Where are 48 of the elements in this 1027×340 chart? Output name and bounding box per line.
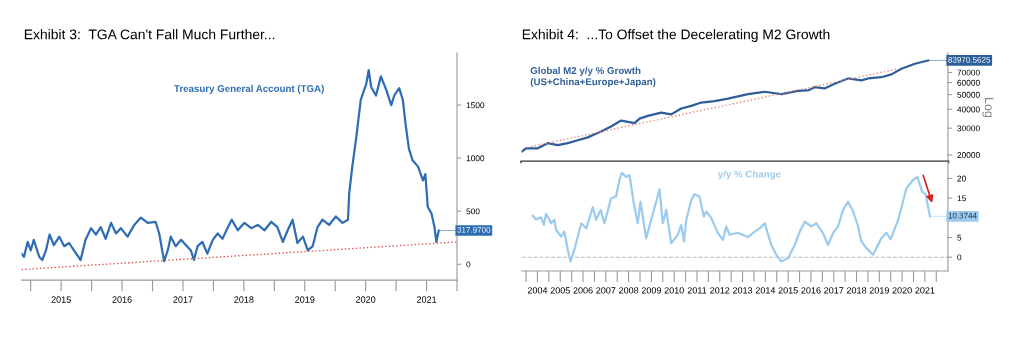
annotation: 317.9700 [457,226,491,233]
x-tick-label: 2010 [664,287,684,294]
annotation: 10.3744 [948,212,977,219]
x-tick-label: 2015 [778,287,798,294]
x-tick-label: 2014 [755,287,776,294]
y-tick-label: 50000 [957,91,980,98]
x-tick-label: 2021 [915,287,935,294]
x-tick-label: 2013 [732,287,753,294]
y-tick-label: 0 [466,261,471,268]
y-tick-label: 500 [466,208,480,215]
y-tick-label: 1000 [466,155,485,162]
chart-title: Exhibit 3: TGA Can't Fall Much Further... [24,29,275,40]
chart-title: Exhibit 4: ...To Offset the Decelerating M2 Growth [522,29,830,43]
y-tick-label: 15 [957,195,966,202]
x-tick-label: 2004 [527,287,548,294]
annotation: Treasury General Account (TGA) [174,84,324,94]
x-tick-label: 2007 [596,287,616,294]
x-tick-label: 2016 [112,296,132,303]
x-tick-label: 2016 [801,287,821,294]
y-tick-label: 70000 [957,69,980,76]
x-tick-label: 2006 [573,287,593,294]
x-tick-label: 2020 [892,287,912,294]
x-tick-label: 2009 [641,287,662,294]
x-tick-label: 2011 [687,287,707,294]
y-tick-label: 0 [957,254,962,261]
x-tick-label: 2008 [619,287,639,294]
annotation: 83970.5625 [948,56,991,63]
x-tick-label: 2018 [846,287,867,294]
x-tick-label: 2015 [51,296,71,303]
x-tick-label: 2017 [824,287,844,294]
y-tick-label: 20 [957,175,966,182]
annotation: y/y % Change [717,170,781,180]
x-tick-label: 2012 [710,287,730,294]
y-tick-label: 40000 [957,106,980,113]
annotation: Global M2 y/y % Growth (US+China+Europe+Japan) [530,66,656,88]
x-tick-label: 2017 [173,296,193,303]
x-tick-label: 2018 [234,296,254,303]
x-tick-label: 2020 [356,296,376,303]
x-tick-label: 2019 [869,287,889,294]
x-tick-label: 2005 [550,287,570,294]
y-tick-label: 30000 [957,125,980,132]
y-tick-label: 5 [957,234,962,241]
x-tick-label: 2019 [295,296,315,303]
y-tick-label: 1500 [466,102,485,109]
y-tick-label: 20000 [957,152,980,159]
x-tick-label: 2021 [416,296,437,303]
y-axis-title: Log [982,98,994,118]
y-tick-label: 60000 [957,79,980,86]
